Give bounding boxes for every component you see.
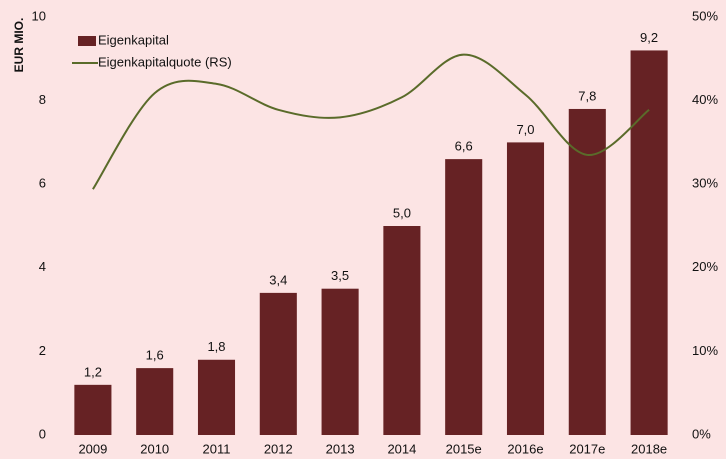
y2-tick-label: 50% bbox=[692, 8, 718, 23]
value-label: 1,2 bbox=[84, 364, 102, 379]
x-tick-label: 2017e bbox=[569, 441, 605, 456]
y-tick-label: 0 bbox=[39, 426, 46, 441]
bar bbox=[383, 226, 421, 435]
bar bbox=[630, 50, 668, 435]
y2-tick-label: 30% bbox=[692, 176, 718, 191]
legend-label: Eigenkapitalquote (RS) bbox=[98, 54, 232, 69]
value-label: 7,0 bbox=[516, 122, 534, 137]
bar bbox=[321, 288, 359, 435]
x-tick-label: 2014 bbox=[387, 441, 416, 456]
value-label: 1,6 bbox=[146, 348, 164, 363]
x-tick-label: 2011 bbox=[203, 441, 231, 456]
value-label: 1,8 bbox=[207, 339, 225, 354]
bar bbox=[136, 368, 174, 435]
line bbox=[92, 53, 650, 190]
value-label: 5,0 bbox=[393, 205, 411, 220]
bar bbox=[506, 142, 545, 435]
bar bbox=[74, 384, 112, 435]
y-tick-label: 6 bbox=[39, 176, 46, 191]
value-label: 7,8 bbox=[578, 88, 596, 103]
y-axis-label: EUR MIO. bbox=[12, 18, 26, 73]
bar bbox=[259, 292, 297, 435]
x-tick-label: 2009 bbox=[78, 441, 107, 456]
value-label: 3,5 bbox=[331, 268, 349, 283]
y-tick-label: 4 bbox=[39, 259, 46, 274]
x-tick-label: 2012 bbox=[264, 441, 293, 456]
x-tick-label: 2018e bbox=[631, 441, 667, 456]
value-label: 9,2 bbox=[640, 30, 658, 45]
y2-tick-label: 0% bbox=[692, 426, 711, 441]
y-tick-label: 8 bbox=[39, 92, 46, 107]
x-tick-label: 2015e bbox=[446, 441, 482, 456]
y-tick-label: 10 bbox=[32, 8, 46, 23]
legend-swatch bbox=[78, 36, 96, 46]
y2-tick-label: 40% bbox=[692, 92, 718, 107]
y-tick-label: 2 bbox=[39, 343, 46, 358]
legend-label: Eigenkapital bbox=[98, 32, 169, 47]
value-label: 6,6 bbox=[455, 139, 473, 154]
y2-tick-label: 10% bbox=[692, 343, 718, 358]
x-tick-label: 2010 bbox=[140, 441, 169, 456]
x-tick-label: 2016e bbox=[507, 441, 543, 456]
x-tick-label: 2013 bbox=[326, 441, 355, 456]
y2-tick-label: 20% bbox=[692, 259, 718, 274]
bar bbox=[445, 159, 483, 435]
bar bbox=[568, 108, 606, 436]
bar bbox=[197, 359, 236, 435]
value-label: 3,4 bbox=[269, 272, 287, 287]
